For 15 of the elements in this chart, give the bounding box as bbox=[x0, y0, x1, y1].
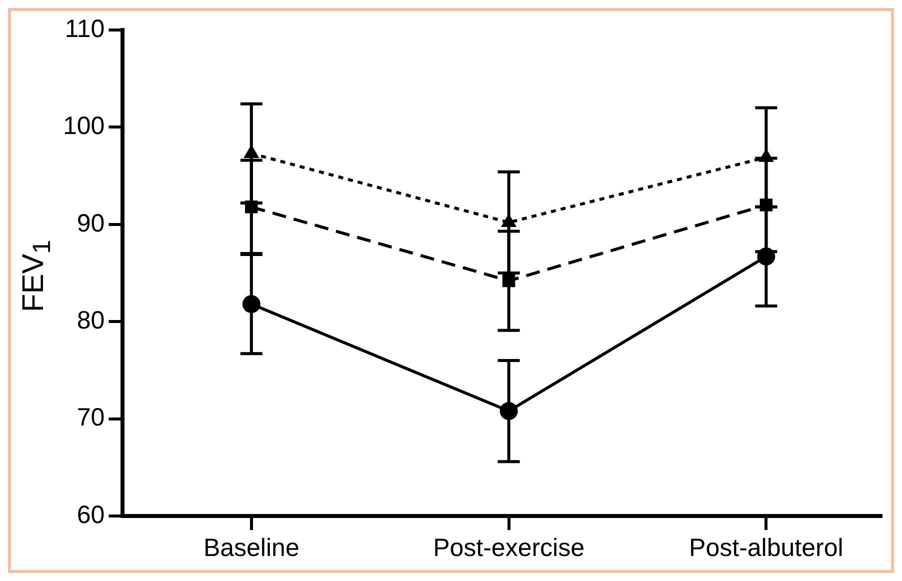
y-tick-label: 100 bbox=[62, 112, 105, 140]
x-tick-label: Baseline bbox=[203, 534, 300, 562]
y-tick-label: 60 bbox=[76, 500, 105, 529]
y-tick-label: 110 bbox=[64, 14, 105, 43]
point bbox=[500, 402, 518, 420]
x-tick-label: Post-albuterol bbox=[689, 534, 844, 562]
y-tick-label: 90 bbox=[76, 209, 105, 238]
point bbox=[242, 295, 260, 314]
point bbox=[502, 274, 516, 288]
point bbox=[245, 200, 258, 214]
point bbox=[760, 198, 773, 212]
y-tick-label: 80 bbox=[76, 306, 105, 334]
x-tick-label: Post-exercise bbox=[433, 534, 585, 562]
point bbox=[757, 247, 776, 266]
y-tick-label: 70 bbox=[76, 404, 105, 432]
